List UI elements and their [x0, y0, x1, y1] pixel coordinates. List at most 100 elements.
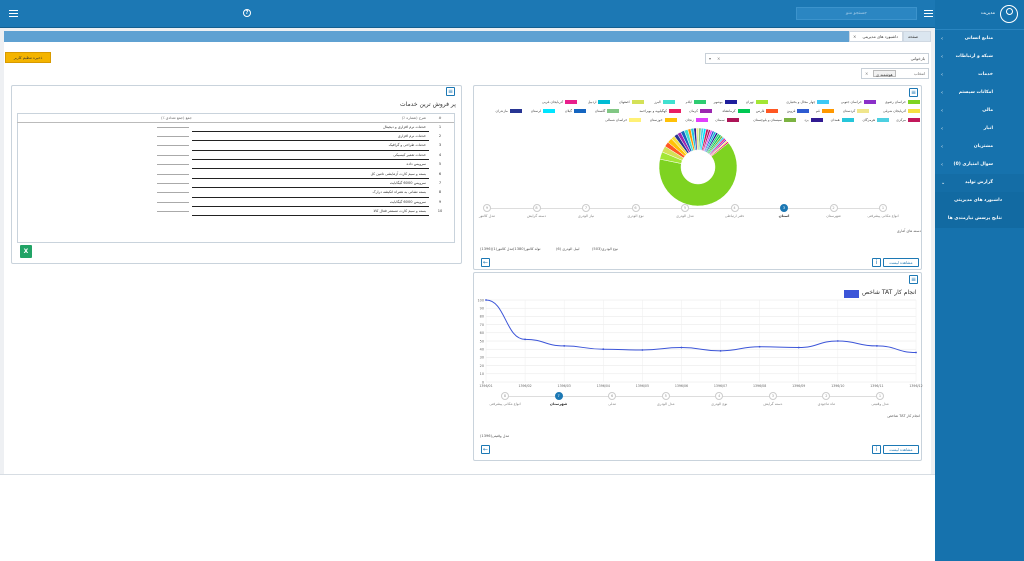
sidebar-item-hr[interactable]: ‹ منابع انسانی	[935, 30, 1024, 48]
legend-item[interactable]: کهگیلویه و بویراحمد	[639, 109, 681, 113]
data-point[interactable]	[485, 299, 487, 301]
step-label[interactable]: شهرستان	[549, 402, 568, 406]
step-dot[interactable]: 4	[730, 204, 739, 212]
legend-item[interactable]: سمنان	[715, 118, 739, 122]
legend-item[interactable]: کرمانشاه	[722, 109, 750, 113]
step-dot[interactable]: 6	[631, 204, 640, 212]
step-label[interactable]: نیاز الودری	[577, 214, 595, 218]
legend-item[interactable]: تهران	[746, 100, 768, 104]
step-dot[interactable]: 3	[768, 392, 777, 400]
table-row[interactable]: بسته و سیم کارت آزمایشی تامین کل 6	[17, 168, 454, 179]
save-user-settings-button[interactable]: ذخیره تنظیم کاربر	[5, 52, 51, 63]
table-row[interactable]: خدمات تعمیر کیسیکی 4	[17, 150, 454, 161]
step-label[interactable]: دسته گرایش	[526, 214, 547, 218]
tab-home[interactable]: صفحه اصلی	[903, 31, 931, 48]
legend-item[interactable]: کردستان	[843, 109, 870, 113]
data-point[interactable]	[836, 340, 839, 342]
legend-item[interactable]: اردبیل	[588, 100, 611, 104]
step-label[interactable]: استان	[778, 214, 790, 218]
sidebar-item-customers[interactable]: ‹ مشتریان	[935, 138, 1024, 156]
data-point[interactable]	[797, 346, 800, 349]
excel-export-icon[interactable]: X	[20, 245, 32, 258]
sidebar-toggle-icon[interactable]	[9, 10, 18, 17]
legend-item[interactable]: ایلام	[686, 100, 706, 104]
refresh-select[interactable]: بازخوانی × ▾	[705, 53, 929, 64]
help-icon[interactable]: ?	[243, 9, 251, 17]
legend-item[interactable]: اصفهان	[619, 100, 644, 104]
legend-item[interactable]: قم	[816, 109, 834, 113]
legend-item[interactable]: سیستان و بلوچستان	[753, 118, 796, 122]
step-label[interactable]: ماه ماجودی	[817, 402, 836, 406]
legend-item[interactable]: مازندران	[496, 109, 522, 113]
clear-icon[interactable]: ×	[865, 71, 869, 76]
menu-search-input[interactable]: جستجو منو	[796, 7, 917, 20]
legend-item[interactable]: خراسان جنوبی	[841, 100, 876, 104]
table-row[interactable]: سرویس 6000 گیگابایت 9	[17, 197, 454, 208]
step-dot[interactable]: 7	[582, 204, 590, 212]
col-value[interactable]: جمع (جمع تعدادی ٪)	[17, 114, 192, 123]
sidebar-item-warehouse[interactable]: ‹ انبار	[935, 120, 1024, 138]
step-label[interactable]: دسته گرایش	[763, 402, 783, 406]
data-point[interactable]	[602, 348, 605, 351]
step-label[interactable]: نوع الودری	[627, 214, 644, 218]
back-arrow-icon[interactable]: ←	[481, 445, 490, 454]
step-label[interactable]: شهرستان	[826, 214, 841, 218]
data-point[interactable]	[641, 349, 644, 351]
step-dot[interactable]: 5	[681, 204, 689, 212]
info-icon[interactable]: i	[872, 258, 881, 267]
sidebar-item-system[interactable]: ‹ امکانات سیستم	[935, 84, 1024, 102]
filter-select[interactable]: انتخاب هوشمند ی ×	[861, 68, 929, 79]
step-label[interactable]: مدلی	[608, 402, 617, 406]
table-row[interactable]: سرویس داده 5	[17, 159, 454, 170]
info-icon[interactable]: i	[872, 445, 881, 454]
show-list-button[interactable]: مشاهده لیست	[883, 258, 919, 267]
step-dot[interactable]: 6	[608, 392, 617, 400]
step-label[interactable]: مدل الودری	[656, 402, 675, 406]
sidebar-item-reports[interactable]: ⌄ گزارش تولید	[935, 174, 1024, 192]
legend-item[interactable]: هرمزگان	[863, 118, 889, 122]
step-dot[interactable]: 3	[780, 204, 788, 212]
step-dot[interactable]: 4	[715, 392, 724, 400]
panel-menu-button[interactable]: ≡	[909, 88, 918, 97]
table-row[interactable]: بسته و سیم کارت مستمر فعال کالا 10	[17, 206, 454, 217]
panel-menu-button[interactable]: ≡	[909, 275, 918, 284]
sidebar-item-dashboards[interactable]: داشبورد های مدیریتی	[935, 192, 1024, 210]
legend-item[interactable]: قزوین	[787, 109, 810, 113]
legend-item[interactable]: لرستان	[531, 109, 555, 113]
step-dot[interactable]: 2	[822, 392, 831, 400]
tab-dashboards[interactable]: × داشبورد های مدیریتی	[849, 31, 903, 42]
step-dot[interactable]: 8	[532, 204, 541, 212]
clear-icon[interactable]: ×	[717, 56, 721, 61]
data-point[interactable]	[524, 338, 526, 341]
back-arrow-icon[interactable]: ←	[481, 258, 490, 267]
sidebar-item-survey-results[interactable]: نتایج پرسش نیازمندی ها	[935, 210, 1024, 228]
table-row[interactable]: خدمات نرم افزاری و دیجیتال 1	[17, 122, 454, 132]
legend-item[interactable]: بوشهر	[714, 100, 737, 104]
step-dot[interactable]: 2	[829, 204, 838, 212]
sidebar-item-network[interactable]: ‹ شبکه و ارتباطات	[935, 48, 1024, 66]
data-point[interactable]	[680, 346, 683, 349]
table-row[interactable]: خدمات طراحی و گرافیک 3	[17, 140, 454, 151]
pie-slice-31[interactable]	[710, 141, 729, 157]
step-dot[interactable]: 9	[483, 204, 491, 212]
step-dot[interactable]: 1	[879, 204, 887, 212]
legend-item[interactable]: گلستان	[595, 109, 620, 113]
data-point[interactable]	[758, 345, 761, 348]
close-icon[interactable]: ×	[853, 34, 857, 39]
legend-item[interactable]: یزد	[804, 118, 823, 122]
data-point[interactable]	[915, 351, 917, 354]
legend-item[interactable]: خراسان شمالی	[605, 118, 642, 122]
legend-item[interactable]: همدان	[831, 118, 854, 122]
pie-slice-1[interactable]	[658, 142, 738, 207]
step-label[interactable]: مدل وقتیتی	[871, 402, 889, 406]
step-label[interactable]: مدل کالتور	[478, 214, 496, 218]
step-dot[interactable]: 5	[661, 392, 670, 400]
legend-item[interactable]: آذربایجان شرقی	[883, 109, 920, 113]
legend-item[interactable]: مرکزی	[896, 118, 920, 122]
hamburger-icon[interactable]	[924, 10, 933, 17]
data-point[interactable]	[719, 349, 722, 352]
step-label[interactable]: نوع الودری	[711, 402, 728, 406]
filter-chip[interactable]: هوشمند ی	[873, 70, 896, 77]
legend-item[interactable]: کرمان	[689, 109, 712, 113]
show-list-button[interactable]: مشاهده لیست	[883, 445, 919, 454]
